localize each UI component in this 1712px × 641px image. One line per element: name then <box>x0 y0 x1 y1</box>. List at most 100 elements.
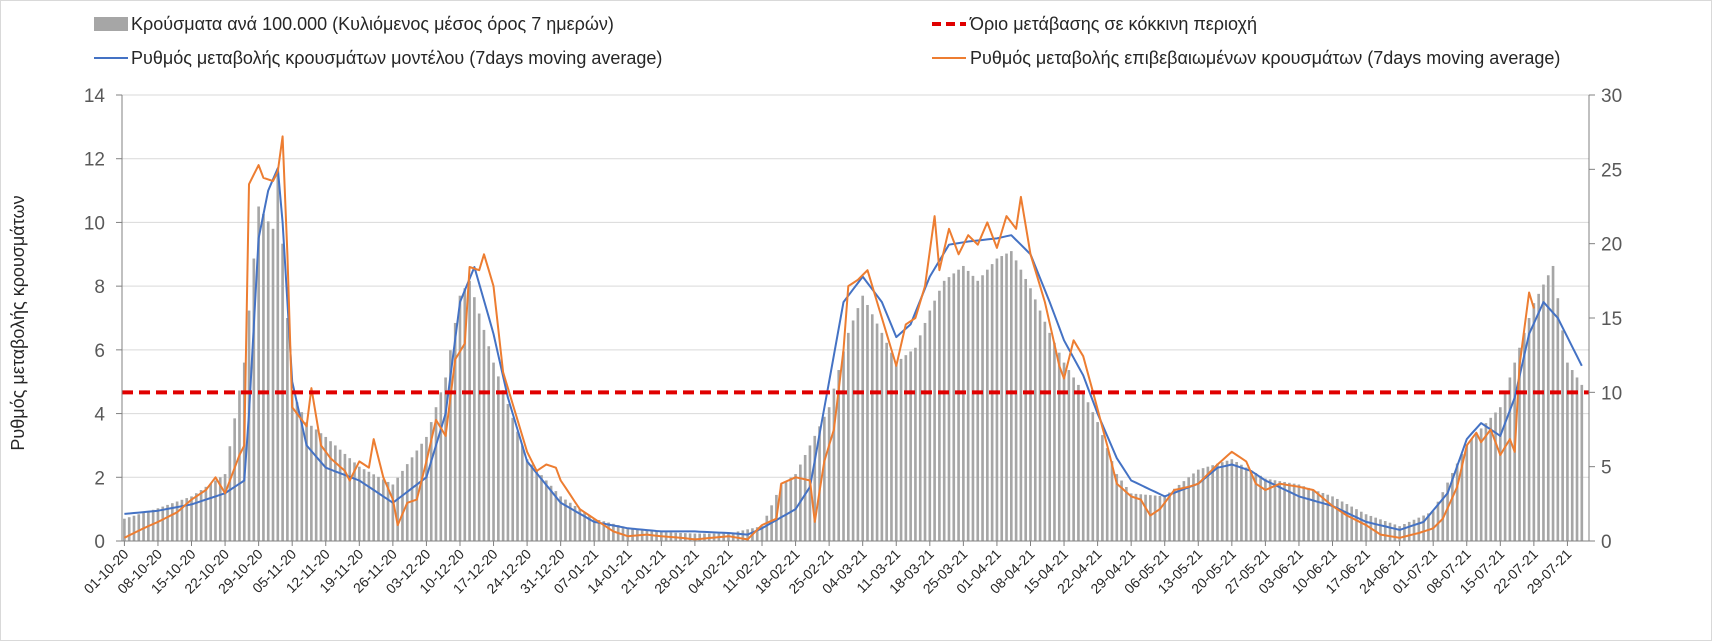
bar-case-rate <box>295 402 299 541</box>
bar-case-rate <box>1427 513 1430 541</box>
bar-case-rate <box>396 477 399 541</box>
bar-case-rate <box>1254 473 1258 541</box>
bar-case-rate <box>597 519 601 541</box>
legend-swatch-cases <box>94 17 128 31</box>
bar-case-rate <box>310 425 313 541</box>
bar-case-rate <box>453 322 457 541</box>
bar-case-rate <box>185 498 189 541</box>
y-tick-left: 10 <box>84 213 105 234</box>
bar-case-rate <box>928 310 932 541</box>
bar-case-rate <box>300 412 304 541</box>
bar-case-rate <box>688 533 692 541</box>
bar-case-rate <box>1503 392 1507 541</box>
bar-case-rate <box>1182 481 1186 541</box>
bar-case-rate <box>1398 526 1401 541</box>
bar-case-rate <box>909 351 912 541</box>
bar-case-rate <box>353 462 356 541</box>
bar-case-rate <box>127 517 131 541</box>
bar-case-rate <box>262 213 265 541</box>
bar-case-rate <box>1235 461 1238 541</box>
bar-case-rate <box>899 358 903 541</box>
bar-case-rate <box>1053 342 1056 541</box>
bar-case-rate <box>564 499 567 541</box>
y-tick-left: 8 <box>94 277 105 298</box>
bar-case-rate <box>1288 482 1291 541</box>
bar-case-rate <box>252 258 256 541</box>
bar-case-rate <box>1024 278 1028 541</box>
bar-case-rate <box>386 481 390 541</box>
legend-item-threshold: Όριο μετάβασης σε κόκκινη περιοχή <box>932 14 1257 34</box>
bar-case-rate <box>818 426 821 541</box>
bar-case-rate <box>530 464 534 541</box>
bar-case-rate <box>1527 318 1531 541</box>
y-tick-right: 30 <box>1601 86 1622 107</box>
bar-case-rate <box>1345 504 1349 541</box>
bar-case-rate <box>1307 487 1310 541</box>
legend-label-model: Ρυθμός μεταβολής κρουσμάτων μοντέλου (7d… <box>131 48 662 68</box>
bar-case-rate <box>808 445 812 541</box>
bar-case-rate <box>425 436 428 541</box>
y-tick-left: 4 <box>94 405 105 426</box>
bar-case-rate <box>449 350 452 541</box>
bar-case-rate <box>1393 524 1397 541</box>
bar-case-rate <box>1556 298 1560 541</box>
bar-case-rate <box>1479 428 1483 541</box>
bar-case-rate <box>338 449 342 541</box>
bar-case-rate <box>1518 347 1521 541</box>
bar-case-rate <box>540 475 543 541</box>
bar-case-rate <box>1110 461 1114 541</box>
bar-case-rate <box>1120 480 1123 541</box>
bar-case-rate <box>1259 475 1262 541</box>
bar-case-rate <box>1187 477 1191 541</box>
bar-case-rate <box>314 429 318 541</box>
y-tick-right: 0 <box>1601 532 1612 553</box>
bar-case-rate <box>1067 370 1071 541</box>
y-tick-left: 14 <box>84 86 106 107</box>
legend-label-threshold: Όριο μετάβασης σε κόκκινη περιοχή <box>969 14 1257 34</box>
legend-label-cases: Κρούσματα ανά 100.000 (Κυλιόμενος μέσος … <box>131 14 614 34</box>
bar-case-rate <box>1125 486 1128 541</box>
bar-case-rate <box>837 370 841 541</box>
bar-case-rate <box>1005 253 1008 542</box>
bar-case-rate <box>1201 468 1205 541</box>
bar-case-rate <box>1350 506 1354 541</box>
bar-case-rate <box>861 295 865 541</box>
bar-case-rate <box>1273 480 1277 541</box>
bar-case-rate <box>703 533 706 541</box>
bar-case-rate <box>981 275 984 541</box>
bar-case-rate <box>626 527 630 541</box>
bar-case-rate <box>497 376 500 541</box>
bar-case-rate <box>1580 384 1584 541</box>
bar-case-rate <box>957 269 960 541</box>
bar-case-rate <box>190 496 193 541</box>
bar-case-rate <box>329 441 332 541</box>
bar-case-rate <box>516 431 519 541</box>
bar-case-rate <box>1412 519 1416 541</box>
bar-case-rate <box>1340 501 1344 541</box>
bar-case-rate <box>511 417 515 541</box>
bar-case-rate <box>123 518 126 541</box>
bar-case-rate <box>238 390 241 541</box>
bar-case-rate <box>1302 486 1306 541</box>
bar-case-rate <box>1570 370 1574 541</box>
bar-case-rate <box>1292 483 1296 541</box>
bar-case-rate <box>233 418 236 541</box>
y-tick-right: 10 <box>1601 383 1622 404</box>
bar-case-rate <box>501 390 505 541</box>
bar-case-rate <box>266 221 270 541</box>
bar-case-rate <box>1331 496 1334 541</box>
bar-case-rate <box>1374 517 1377 541</box>
bar-case-rate <box>161 506 165 541</box>
bar-case-rate <box>1475 433 1478 541</box>
bar-case-rate <box>1158 495 1162 541</box>
bar-case-rate <box>525 459 529 541</box>
y-tick-left: 12 <box>84 150 105 171</box>
bar-case-rate <box>334 445 337 541</box>
bar-case-rate <box>942 280 946 541</box>
bar-case-rate <box>286 318 289 541</box>
bar-case-rate <box>151 509 155 541</box>
bar-case-rate <box>870 314 874 541</box>
bar-case-rate <box>813 435 817 541</box>
bar-case-rate <box>1455 463 1459 541</box>
bar-case-rate <box>1172 488 1176 541</box>
